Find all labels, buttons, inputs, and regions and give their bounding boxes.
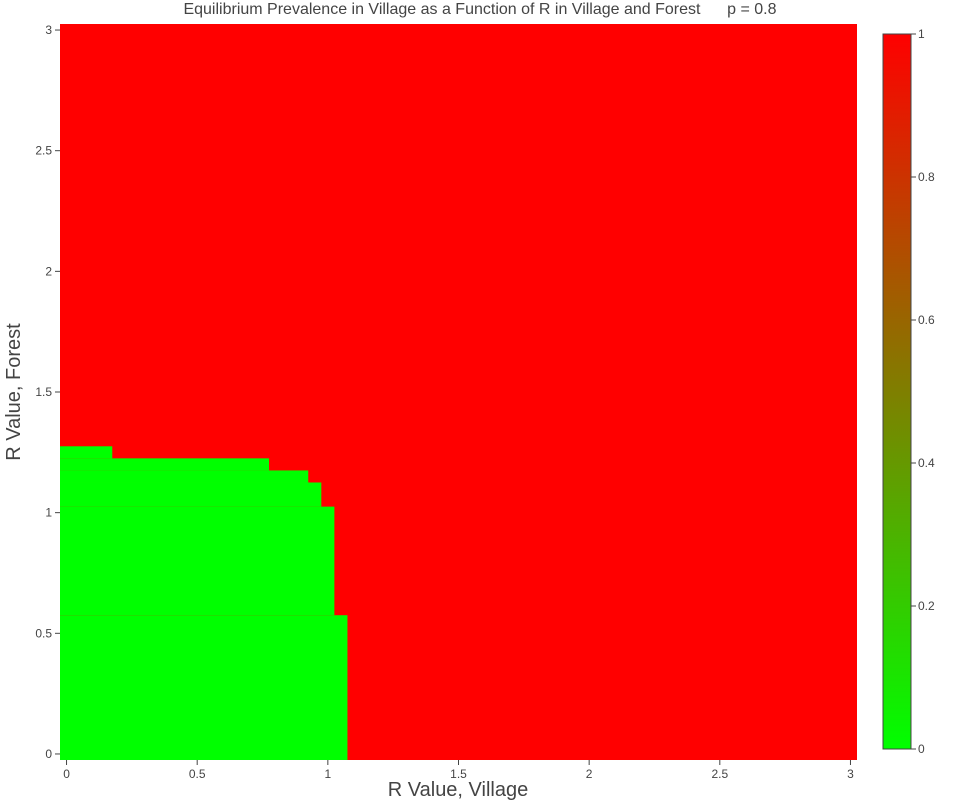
x-axis-title: R Value, Village [388, 779, 528, 800]
y-tick-label: 2.5 [35, 144, 52, 158]
colorbar-tick-label: 0.2 [918, 599, 935, 613]
colorbar-tick-label: 1 [918, 27, 925, 41]
x-tick-label: 2 [586, 767, 593, 781]
colorbar-ticks: 0 0.2 0.4 0.6 0.8 1 [911, 27, 935, 756]
colorbar: 0 0.2 0.4 0.6 0.8 1 [882, 27, 935, 756]
colorbar-tick-label: 0 [918, 742, 925, 756]
heatmap-region-value-0-3 [60, 470, 309, 483]
colorbar-tick-label: 0.4 [918, 456, 935, 470]
y-axis-title: R Value, Forest [3, 323, 25, 461]
y-tick-label: 0.5 [35, 626, 52, 640]
heatmap-region-value-0-0 [60, 615, 348, 760]
plot-area [60, 24, 857, 760]
heatmap-region-value-0-2 [60, 482, 322, 507]
y-tick-label: 1 [45, 506, 52, 520]
x-tick-label: 1 [325, 767, 332, 781]
chart-title: Equilibrium Prevalence in Village as a F… [183, 1, 776, 18]
y-tick-label: 1.5 [35, 385, 52, 399]
x-tick-label: 2.5 [711, 767, 728, 781]
colorbar-tick-label: 0.6 [918, 313, 935, 327]
colorbar-tick-label: 0.8 [918, 170, 935, 184]
heatmap-region-value-0-4 [60, 458, 270, 471]
x-tick-label: 1.5 [450, 767, 467, 781]
x-axis: 0 0.5 1 1.5 2 2.5 3 [63, 760, 854, 781]
x-tick-label: 3 [847, 767, 854, 781]
heatmap-region-value-0-1 [60, 506, 335, 616]
y-tick-label: 3 [45, 23, 52, 37]
colorbar-gradient [882, 33, 912, 750]
y-tick-label: 2 [45, 264, 52, 278]
y-tick-label: 0 [45, 747, 52, 761]
y-axis: 0 0.5 1 1.5 2 2.5 3 [35, 23, 60, 761]
heatmap-region-value-0-5 [60, 446, 113, 459]
x-tick-label: 0.5 [189, 767, 206, 781]
x-tick-label: 0 [63, 767, 70, 781]
